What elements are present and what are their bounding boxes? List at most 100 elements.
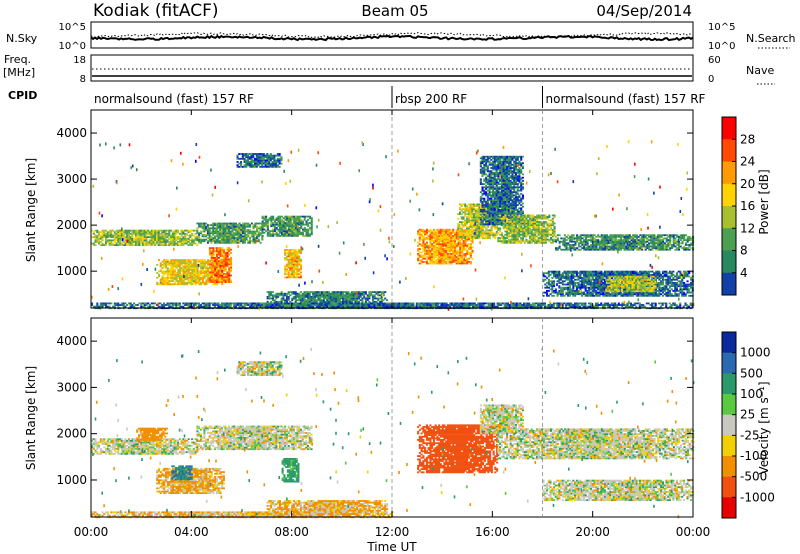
heatmap-cell — [242, 235, 245, 238]
heatmap-cell — [441, 244, 444, 247]
heatmap-cell — [275, 218, 278, 221]
heatmap-cell — [154, 236, 157, 239]
heatmap-cell — [240, 162, 243, 165]
heatmap-cell — [520, 238, 523, 241]
heatmap-cell — [296, 292, 299, 295]
heatmap-cell — [287, 253, 290, 256]
heatmap-cell — [165, 262, 168, 265]
heatmap-cell — [502, 183, 505, 186]
heatmap-cell — [171, 234, 174, 237]
heatmap-cell — [249, 241, 252, 244]
heatmap-cell — [219, 266, 222, 269]
heatmap-cell — [238, 237, 241, 239]
heatmap-cell — [504, 217, 507, 220]
heatmap-cell — [450, 261, 453, 263]
heatmap-cell — [263, 215, 266, 218]
heatmap-cell — [513, 157, 516, 160]
heatmap-cell — [284, 217, 287, 220]
heatmap-cell — [208, 277, 211, 280]
heatmap-cell — [198, 275, 201, 278]
heatmap-cell — [492, 183, 495, 186]
heatmap-cell — [521, 237, 524, 239]
heatmap-cell — [305, 292, 308, 295]
heatmap-cell — [466, 237, 469, 240]
heatmap-cell — [154, 232, 157, 235]
heatmap-cell — [492, 192, 495, 195]
heatmap-cell — [343, 299, 346, 302]
heatmap-cell — [299, 271, 302, 274]
heatmap-cell — [194, 281, 197, 284]
heatmap-cell — [418, 254, 421, 257]
heatmap-cell — [302, 231, 305, 234]
heatmap-cell — [166, 232, 169, 235]
heatmap-cell — [299, 299, 302, 302]
heatmap-cell — [164, 241, 167, 243]
heatmap-cell — [478, 224, 481, 227]
heatmap-cell — [506, 188, 509, 190]
heatmap-cell — [328, 297, 331, 300]
heatmap-cell — [476, 213, 479, 215]
heatmap-cell — [224, 240, 227, 243]
heatmap-cell — [220, 241, 223, 244]
heatmap-cell — [492, 155, 495, 158]
heatmap-cell — [464, 214, 467, 217]
heatmap-cell — [500, 192, 503, 195]
heatmap-cell — [165, 259, 168, 262]
heatmap-cell — [454, 246, 457, 249]
heatmap-cell — [481, 218, 484, 220]
heatmap-cell — [186, 262, 189, 265]
heatmap-cell — [196, 259, 199, 262]
heatmap-cell — [210, 278, 213, 281]
heatmap-cell — [165, 260, 168, 263]
heatmap-cell — [345, 300, 348, 303]
heatmap-cell — [539, 221, 542, 223]
heatmap-cell — [262, 154, 265, 157]
heatmap-cell — [164, 237, 167, 240]
heatmap-cell — [217, 247, 220, 250]
heatmap-cell — [504, 157, 507, 160]
heatmap-cell — [494, 232, 497, 235]
heatmap-cell — [182, 278, 185, 281]
heatmap-cell — [520, 240, 523, 243]
heatmap-cell — [171, 232, 174, 235]
heatmap-cell — [429, 233, 432, 236]
heatmap-cell — [431, 233, 434, 236]
heatmap-cell — [230, 279, 233, 282]
heatmap-cell — [240, 237, 243, 239]
heatmap-cell — [525, 238, 528, 241]
heatmap-cell — [268, 165, 271, 168]
heatmap-cell — [448, 259, 451, 262]
heatmap-cell — [105, 239, 108, 242]
heatmap-cell — [291, 227, 294, 229]
heatmap-cell — [520, 230, 523, 233]
heatmap-cell — [328, 292, 331, 295]
heatmap-cell — [175, 275, 178, 278]
heatmap-cell — [500, 173, 503, 176]
heatmap-cell — [220, 232, 223, 235]
heatmap-cell — [483, 204, 486, 207]
heatmap-cell — [480, 235, 483, 238]
heatmap-cell — [527, 230, 530, 233]
heatmap-cell — [184, 259, 187, 262]
heatmap-cell — [445, 241, 448, 244]
heatmap-cell — [199, 240, 202, 243]
heatmap-cell — [462, 208, 465, 211]
heatmap-cell — [203, 262, 206, 265]
heatmap-cell — [289, 276, 292, 279]
heatmap-cell — [156, 229, 159, 232]
heatmap-cell — [157, 244, 160, 247]
heatmap-cell — [497, 189, 500, 192]
heatmap-cell — [180, 259, 183, 262]
heatmap-cell — [340, 302, 343, 305]
heatmap-cell — [495, 192, 498, 195]
heatmap-cell — [177, 270, 180, 273]
heatmap-cell — [486, 178, 489, 181]
heatmap-cell — [500, 186, 503, 189]
heatmap-cell — [249, 232, 252, 235]
heatmap-cell — [187, 272, 190, 274]
heatmap-cell — [492, 212, 495, 215]
heatmap-cell — [182, 262, 185, 265]
heatmap-cell — [101, 244, 104, 247]
heatmap-cell — [299, 291, 302, 294]
heatmap-cell — [217, 222, 220, 225]
